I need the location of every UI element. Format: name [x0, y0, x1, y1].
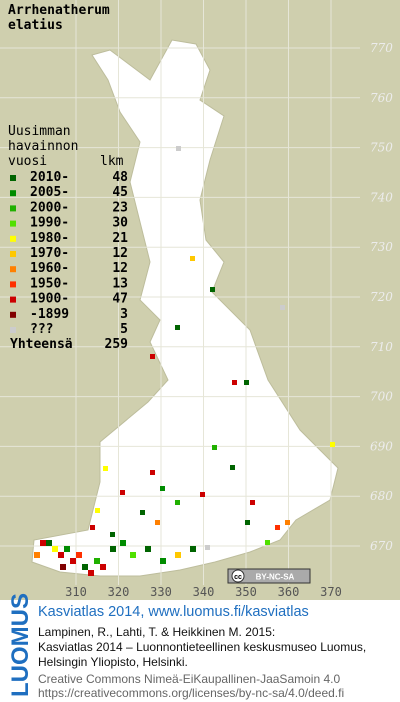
legend-swatch [10, 205, 16, 212]
legend-swatch [10, 311, 16, 318]
luomus-logo: LUOMUS [7, 593, 34, 697]
legend-count: 13 [112, 276, 128, 291]
legend-swatch [10, 175, 16, 181]
legend-heading: vuosi [8, 154, 47, 169]
cc-badge: cc BY-NC-SA [227, 568, 311, 584]
citation: Helsingin Yliopisto, Helsinki. [38, 655, 188, 669]
legend-count: 21 [112, 231, 128, 246]
finland-outline [31, 39, 339, 577]
legend-label: -1899 [30, 307, 69, 322]
east-label: 360 [278, 585, 300, 599]
cc-mark: cc [234, 574, 242, 581]
observation-squares [34, 146, 335, 576]
north-label: 730 [370, 240, 393, 254]
footer-background [0, 600, 400, 702]
east-label: 330 [150, 585, 172, 599]
legend-count: 48 [112, 170, 128, 185]
legend-swatch [10, 327, 16, 333]
north-label: 670 [370, 539, 393, 553]
legend-swatch [10, 296, 16, 303]
legend-label: 1960- [30, 261, 69, 276]
legend-heading: Uusimman [8, 124, 71, 139]
east-label: 320 [108, 585, 130, 599]
north-label: 680 [370, 489, 393, 503]
species-title: elatius [8, 18, 63, 33]
north-label: 710 [370, 340, 393, 354]
north-label: 760 [370, 91, 393, 105]
north-label: 750 [370, 141, 393, 155]
species-title: Arrhenatherum [8, 3, 110, 18]
cc-license: BY-NC-SA [256, 573, 295, 582]
legend-count: 12 [112, 246, 128, 261]
legend-label: 1970- [30, 246, 69, 261]
legend-swatch [10, 220, 16, 227]
north-label: 690 [370, 439, 393, 453]
north-label: 770 [370, 41, 393, 55]
footer-heading: Kasviatlas 2014, www.luomus.fi/kasviatla… [38, 604, 309, 620]
east-label: 370 [320, 585, 342, 599]
legend-swatch [10, 281, 16, 288]
legend-swatch [10, 251, 16, 257]
east-label: 310 [65, 585, 87, 599]
legend-swatch [10, 266, 16, 273]
east-label: 340 [193, 585, 215, 599]
grid-labels: 770 760 750 740 730 720 710 700 690 680 670 310 320 3… [65, 41, 393, 599]
legend-label: 2005- [30, 185, 69, 200]
legend-count: 23 [112, 200, 128, 215]
legend-count: 47 [112, 292, 128, 307]
legend-label: 1950- [30, 276, 69, 291]
legend-heading: havainnon [8, 139, 78, 154]
legend-total-label: Yhteensä [10, 337, 73, 352]
legend-label: 2000- [30, 200, 69, 215]
legend-total: 259 [105, 337, 128, 352]
legend-count: 5 [120, 322, 128, 337]
legend-count: 30 [112, 216, 128, 231]
license-text: Creative Commons Nimeä-EiKaupallinen-Jaa… [38, 672, 340, 686]
legend-count: 12 [112, 261, 128, 276]
citation: Kasviatlas 2014 – Luonnontieteellinen ke… [38, 640, 366, 654]
legend: 2010- 48 2005- 45 2000- 23 1990- 30 1980- 21 1970-… [10, 170, 128, 352]
north-label: 740 [370, 190, 393, 204]
north-label: 700 [370, 390, 393, 404]
north-label: 720 [370, 290, 393, 304]
legend-swatch [10, 190, 16, 197]
east-label: 350 [235, 585, 257, 599]
grid-lines [0, 0, 360, 585]
legend-label: 1990- [30, 216, 69, 231]
legend-label: ??? [30, 322, 53, 337]
legend-count: 3 [120, 307, 128, 322]
legend-heading: lkm [100, 154, 124, 169]
legend-label: 1980- [30, 231, 69, 246]
license-url: https://creativecommons.org/licenses/by-… [38, 686, 344, 700]
legend-count: 45 [112, 185, 128, 200]
legend-label: 2010- [30, 170, 69, 185]
legend-label: 1900- [30, 292, 69, 307]
citation: Lampinen, R., Lahti, T. & Heikkinen M. 2… [38, 625, 275, 639]
legend-swatch [10, 235, 16, 242]
